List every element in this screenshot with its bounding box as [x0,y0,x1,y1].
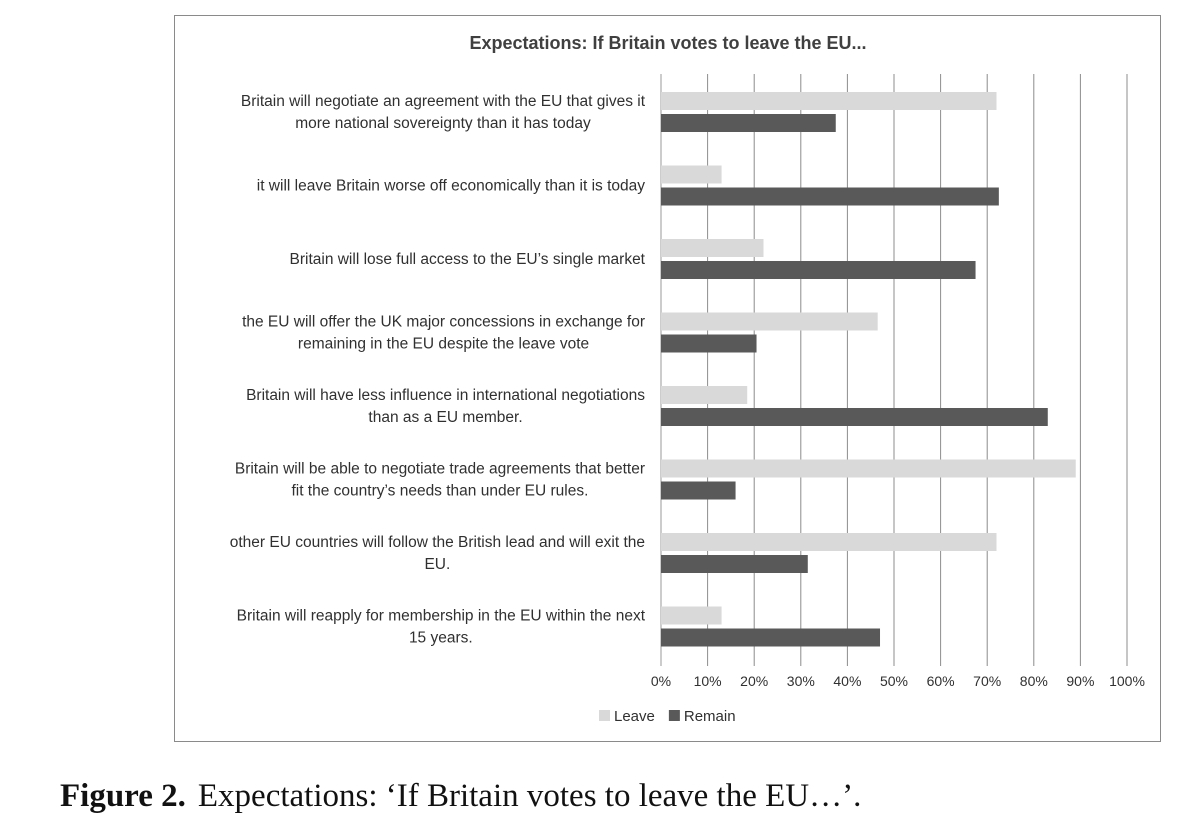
category-label: Britain will be able to negotiate trade … [235,461,645,478]
category-label: Britain will negotiate an agreement with… [241,93,646,110]
category-label: 15 years. [409,630,473,647]
bar-leave [661,312,878,331]
x-tick-label: 10% [694,673,722,689]
x-tick-label: 40% [833,673,861,689]
category-label: Britain will have less influence in inte… [246,387,645,404]
category-label: fit the country’s needs than under EU ru… [291,483,588,500]
legend-label-remain: Remain [684,708,736,725]
x-tick-label: 70% [973,673,1001,689]
bar-leave [661,165,722,184]
x-tick-label: 90% [1066,673,1094,689]
category-label: than as a EU member. [368,409,522,426]
bar-chart: Expectations: If Britain votes to leave … [230,33,1145,725]
x-tick-label: 60% [927,673,955,689]
figure-caption-text: Expectations: ‘If Britain votes to leave… [197,778,862,814]
figure-caption: Figure 2. Expectations: ‘If Britain votes… [60,778,861,815]
x-tick-label: 0% [651,673,671,689]
x-tick-label: 80% [1020,673,1048,689]
gridlines [660,74,1128,666]
x-tick-label: 100% [1109,673,1145,689]
chart-title: Expectations: If Britain votes to leave … [469,33,866,53]
bar-remain [661,628,881,647]
bar-remain [661,481,736,500]
legend: Leave Remain [599,708,736,725]
category-label: Britain will reapply for membership in t… [237,608,646,625]
bar-leave [661,92,997,110]
category-label: remaining in the EU despite the leave vo… [298,336,589,353]
legend-swatch-remain [668,710,680,721]
category-label: Britain will lose full access to the EU’… [290,251,646,268]
bar-remain [661,555,808,573]
bar-leave [661,606,722,625]
category-label: EU. [424,556,450,573]
chart-frame: Expectations: If Britain votes to leave … [174,15,1161,742]
bar-remain [661,261,976,279]
category-label: it will leave Britain worse off economic… [257,178,645,195]
figure-label: Figure 2. [60,778,186,814]
bars [661,92,1076,647]
x-tick-label: 30% [787,673,815,689]
legend-label-leave: Leave [614,708,655,725]
bar-remain [661,408,1048,426]
bar-remain [661,334,757,353]
category-label: the EU will offer the UK major concessio… [242,314,645,331]
category-labels: Britain will negotiate an agreement with… [230,93,646,647]
bar-remain [661,187,999,206]
x-tick-label: 20% [740,673,768,689]
legend-swatch-leave [599,710,610,721]
bar-remain [661,114,836,132]
bar-leave [661,459,1076,478]
x-axis-ticks: 0% 10% 20% 30% 40% 50% 60% 70% 80% 90% 100% [651,673,1145,689]
bar-leave [661,386,748,404]
x-tick-label: 50% [880,673,908,689]
bar-leave [661,533,997,551]
category-label: more national sovereignty than it has to… [295,115,591,132]
bar-leave [661,239,764,257]
category-label: other EU countries will follow the Briti… [230,534,645,551]
